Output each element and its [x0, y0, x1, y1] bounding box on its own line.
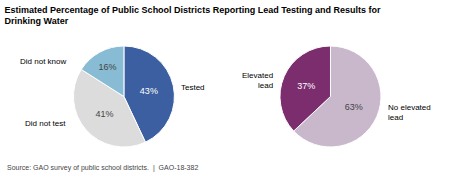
svg-text:Elevatedlead: Elevatedlead: [242, 71, 273, 90]
svg-text:Estimated Percentage of Public: Estimated Percentage of Public School Di…: [5, 5, 381, 27]
svg-text:Tested: Tested: [181, 83, 205, 92]
svg-text:37%: 37%: [297, 81, 315, 91]
svg-text:Did not know: Did not know: [20, 57, 66, 66]
svg-text:41%: 41%: [96, 109, 114, 119]
svg-text:16%: 16%: [99, 62, 117, 72]
svg-text:63%: 63%: [345, 102, 363, 112]
svg-text:No elevatedlead: No elevatedlead: [388, 103, 431, 122]
svg-text:Source: GAO survey of public s: Source: GAO survey of public school dist…: [7, 164, 198, 172]
svg-text:Did not test: Did not test: [25, 119, 66, 128]
svg-text:43%: 43%: [140, 86, 158, 96]
